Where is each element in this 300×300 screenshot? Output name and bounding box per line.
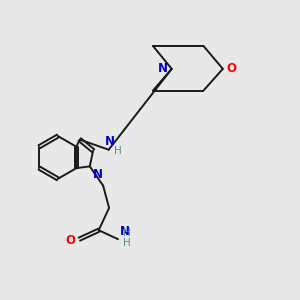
Text: O: O <box>66 234 76 247</box>
Text: N: N <box>158 62 168 75</box>
Text: O: O <box>227 62 237 75</box>
Text: H: H <box>114 146 122 156</box>
Text: N: N <box>119 225 130 238</box>
Text: N: N <box>105 135 115 148</box>
Text: H: H <box>123 228 131 238</box>
Text: H: H <box>123 238 131 248</box>
Text: N: N <box>93 168 103 181</box>
